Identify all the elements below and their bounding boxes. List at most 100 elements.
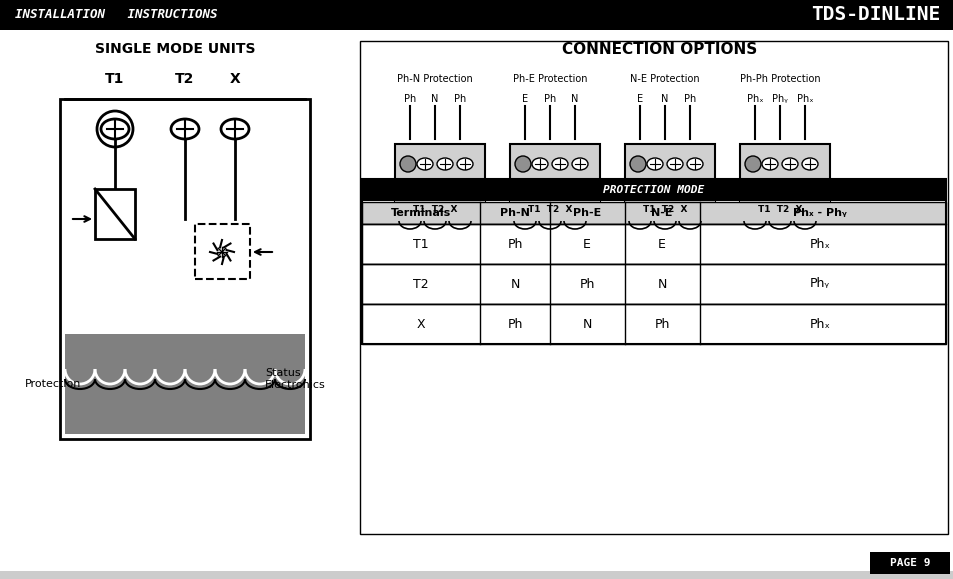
Text: Ph: Ph	[683, 94, 696, 104]
Text: Ph: Ph	[654, 317, 669, 331]
Bar	[5, 41, 353, 549]
Text: T2: T2	[413, 277, 428, 291]
Bar	[95, 189, 135, 239]
Text: X: X	[416, 317, 425, 331]
Text: N: N	[431, 94, 438, 104]
Text: T1: T1	[413, 237, 428, 251]
Bar	[395, 199, 484, 219]
Text: Ph: Ph	[578, 277, 594, 291]
Bar	[359, 41, 947, 534]
Text: Phₓ: Phₓ	[746, 94, 762, 104]
Ellipse shape	[761, 158, 778, 170]
Ellipse shape	[436, 158, 453, 170]
Bar	[624, 219, 714, 259]
Text: Phₓ - Phᵧ: Phₓ - Phᵧ	[792, 208, 846, 218]
Bar	[624, 144, 714, 219]
Text: N-E Protection: N-E Protection	[630, 74, 700, 84]
Text: Phᵧ: Phᵧ	[809, 277, 829, 291]
Text: Ph-Ph Protection: Ph-Ph Protection	[739, 74, 820, 84]
Text: T1  T2  X: T1 T2 X	[413, 204, 456, 214]
Text: X: X	[230, 72, 240, 86]
Bar	[0, 571, 953, 579]
Text: E: E	[582, 237, 590, 251]
Bar	[395, 219, 484, 259]
Text: E: E	[637, 94, 642, 104]
Text: TDS-DINLINE: TDS-DINLINE	[810, 5, 939, 24]
Text: Status
Electronics: Status Electronics	[265, 368, 325, 390]
Text: T1  T2  X: T1 T2 X	[642, 204, 686, 214]
Ellipse shape	[781, 158, 797, 170]
Text: SINGLE MODE UNITS: SINGLE MODE UNITS	[94, 42, 255, 56]
Text: Protection: Protection	[25, 379, 81, 389]
Ellipse shape	[171, 119, 199, 139]
Bar	[395, 144, 484, 219]
Bar	[740, 199, 829, 219]
Bar	[624, 199, 714, 219]
Bar	[740, 144, 829, 219]
Text: CONNECTION OPTIONS: CONNECTION OPTIONS	[561, 42, 757, 57]
Circle shape	[515, 156, 531, 172]
Bar	[395, 219, 484, 259]
Bar	[361, 224, 945, 264]
Text: Ph: Ph	[507, 317, 522, 331]
Text: N-E: N-E	[651, 208, 672, 218]
Bar	[361, 304, 945, 344]
Text: PROTECTION MODE: PROTECTION MODE	[602, 185, 704, 195]
Text: Ph-N: Ph-N	[499, 208, 529, 218]
Ellipse shape	[456, 158, 473, 170]
Circle shape	[629, 156, 645, 172]
Text: E: E	[521, 94, 528, 104]
Text: Ph-E Protection: Ph-E Protection	[512, 74, 587, 84]
Text: Terminals: Terminals	[391, 208, 451, 218]
Bar	[361, 264, 945, 304]
Circle shape	[744, 156, 760, 172]
Text: Ph: Ph	[507, 237, 522, 251]
Text: INSTALLATION   INSTRUCTIONS: INSTALLATION INSTRUCTIONS	[15, 9, 217, 21]
Text: T1  T2  X: T1 T2 X	[757, 204, 801, 214]
Text: Ph-N Protection: Ph-N Protection	[396, 74, 473, 84]
Text: Ph: Ph	[543, 94, 556, 104]
Bar	[740, 219, 829, 259]
Bar	[0, 0, 953, 30]
Text: Phₓ: Phₓ	[809, 237, 829, 251]
Text: Phₓ: Phₓ	[796, 94, 813, 104]
Ellipse shape	[686, 158, 702, 170]
Ellipse shape	[221, 119, 249, 139]
Text: N: N	[660, 94, 668, 104]
Bar	[361, 179, 945, 344]
Bar	[65, 334, 305, 434]
Ellipse shape	[646, 158, 662, 170]
Bar	[869, 552, 949, 574]
Bar	[510, 219, 599, 259]
Text: N: N	[571, 94, 578, 104]
Bar	[624, 219, 714, 259]
Bar	[361, 179, 945, 201]
Bar	[60, 99, 310, 439]
Bar	[740, 219, 829, 259]
Text: Phᵧ: Phᵧ	[771, 94, 787, 104]
Ellipse shape	[532, 158, 547, 170]
Bar	[194, 224, 250, 279]
Text: T1: T1	[105, 72, 125, 86]
Text: N: N	[510, 277, 519, 291]
Bar	[510, 219, 599, 259]
Ellipse shape	[572, 158, 587, 170]
Ellipse shape	[416, 158, 433, 170]
Bar	[65, 234, 305, 434]
Circle shape	[399, 156, 416, 172]
Text: N: N	[581, 317, 591, 331]
Text: PAGE 9: PAGE 9	[889, 558, 929, 568]
Circle shape	[97, 111, 132, 147]
Text: N: N	[657, 277, 666, 291]
Text: E: E	[658, 237, 665, 251]
Text: Ph: Ph	[454, 94, 466, 104]
Text: Ph-E: Ph-E	[572, 208, 600, 218]
Bar	[361, 202, 945, 224]
Bar	[510, 144, 599, 219]
Bar	[510, 199, 599, 219]
Text: T1  T2  X: T1 T2 X	[527, 204, 572, 214]
Ellipse shape	[801, 158, 817, 170]
Ellipse shape	[552, 158, 567, 170]
Text: T2: T2	[175, 72, 194, 86]
Text: Phₓ: Phₓ	[809, 317, 829, 331]
